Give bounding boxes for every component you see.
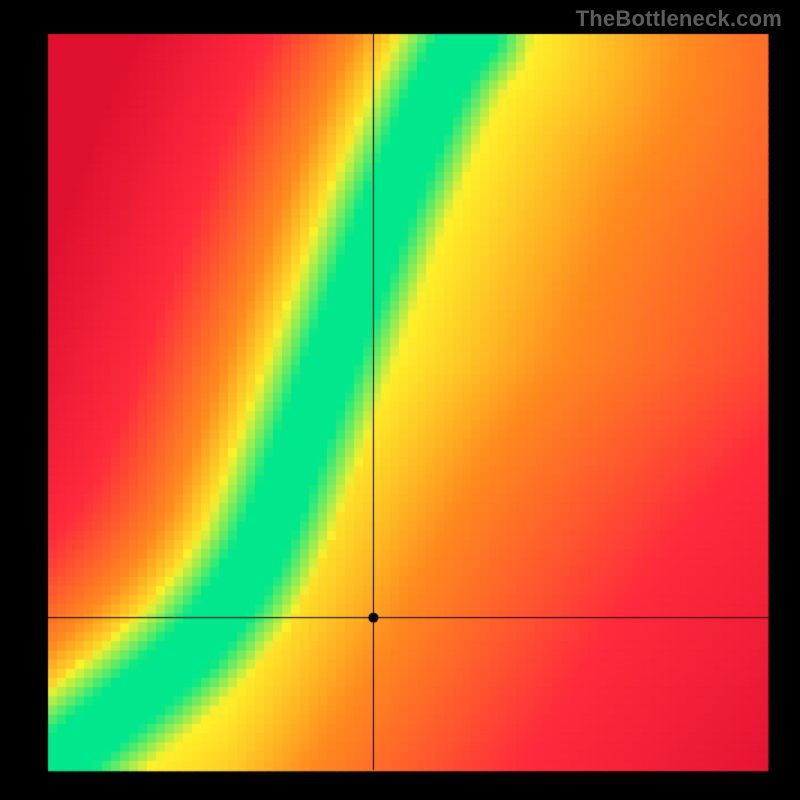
bottleneck-heatmap (0, 0, 800, 800)
watermark-text: TheBottleneck.com (576, 6, 782, 32)
